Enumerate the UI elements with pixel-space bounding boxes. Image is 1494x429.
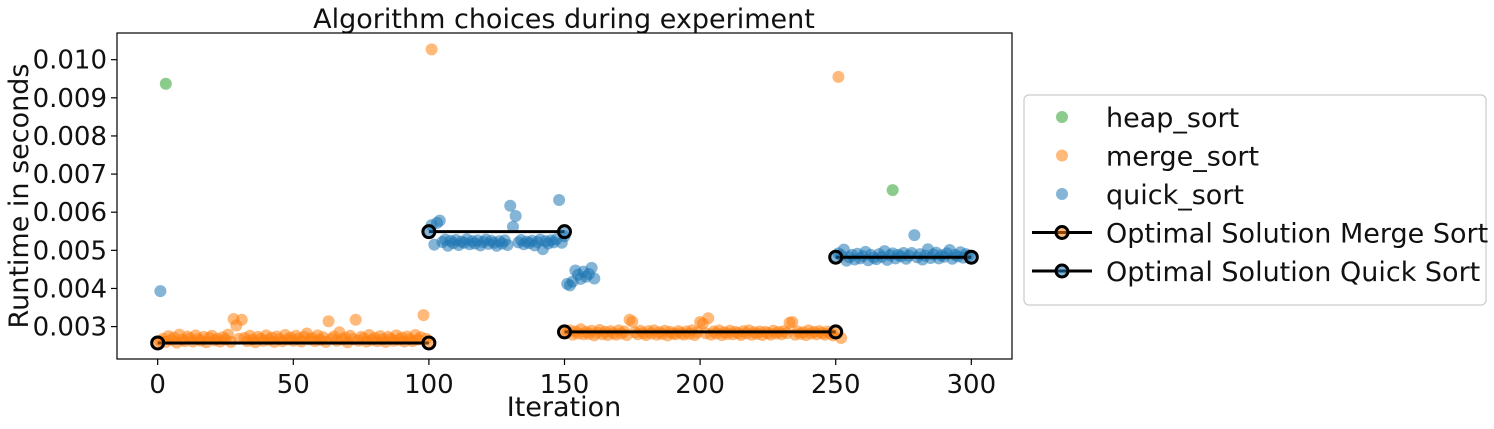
data-point-merge-sort [702, 312, 715, 325]
plot-area: 0 50 100 150 200 250 300 0.0030.0040.0050.0060… [33, 32, 1013, 400]
data-point-merge-sort [786, 316, 799, 329]
y-tick-label: 0.003 [33, 313, 107, 343]
optimal-endpoint-marker [828, 249, 844, 265]
optimal-endpoint-marker [557, 224, 572, 240]
data-point-quick-sort [588, 272, 601, 285]
x-tick-label: 0 [149, 370, 166, 400]
legend-marker [1054, 263, 1070, 279]
optimal-endpoint-marker [557, 324, 572, 340]
data-point-quick-sort [509, 210, 522, 223]
series-optimal-solution-merge-sort [150, 324, 844, 351]
y-axis-label: Runtime in seconds [4, 64, 35, 329]
optimal-endpoint-marker [150, 335, 166, 351]
series-optimal-solution-quick-sort [421, 224, 979, 265]
data-point-heap-sort [159, 77, 172, 90]
plot-frame [116, 32, 1013, 360]
chart-title: Algorithm choices during experiment [313, 4, 815, 35]
data-point-quick-sort [433, 214, 446, 227]
x-tick-label: 300 [946, 370, 996, 400]
y-tick-label: 0.008 [33, 122, 107, 152]
optimal-endpoint-marker [421, 335, 437, 351]
data-point-quick-sort [553, 194, 566, 207]
data-point-heap-sort [886, 184, 899, 197]
legend-box [1023, 94, 1487, 306]
y-tick-label: 0.005 [33, 236, 107, 266]
x-tick-label: 150 [540, 370, 590, 400]
legend-marker [1054, 225, 1070, 240]
data-point-quick-sort [908, 229, 921, 242]
legend-marker-merge-sort [1056, 149, 1068, 162]
data-point-merge-sort [417, 309, 430, 322]
x-tick-label: 50 [277, 370, 310, 400]
x-tick-label: 200 [675, 370, 725, 400]
y-tick-label: 0.004 [33, 274, 107, 304]
data-point-merge-sort [349, 313, 362, 326]
optimal-endpoint-marker [421, 224, 437, 240]
legend-label: merge_sort [1106, 142, 1259, 173]
y-tick-label: 0.006 [33, 198, 107, 228]
y-tick-label: 0.009 [33, 84, 107, 114]
series-layer [150, 43, 979, 351]
data-point-merge-sort [832, 70, 845, 83]
x-axis-label: Iteration [507, 392, 622, 423]
x-tick-label: 100 [404, 370, 454, 400]
data-point-quick-sort [501, 238, 514, 251]
optimal-endpoint-marker [828, 324, 844, 340]
legend-label: heap_sort [1106, 103, 1239, 134]
optimal-endpoint-marker [963, 249, 979, 265]
legend-label: Optimal Solution Merge Sort [1106, 219, 1488, 250]
legend-label: quick_sort [1106, 180, 1244, 211]
legend-marker-quick-sort [1056, 188, 1068, 200]
data-point-quick-sort [504, 199, 517, 212]
data-point-merge-sort [626, 315, 639, 328]
y-tick-label: 0.007 [33, 160, 107, 190]
y-axis: 0.003 0.004 0.005 0.006 0.007 0.008 0.009 0.010 [33, 46, 117, 343]
legend-marker-heap-sort [1056, 111, 1068, 123]
data-point-quick-sort [154, 285, 167, 298]
x-axis: 0 50 100 150 200 250 300 [149, 359, 996, 400]
legend-label: Optimal Solution Quick Sort [1106, 257, 1480, 288]
legend: heap_sort merge_sort quick_sort Optimal Sol… [1023, 94, 1488, 306]
x-tick-label: 250 [811, 370, 861, 400]
data-point-merge-sort [322, 315, 335, 328]
data-point-merge-sort [235, 313, 248, 326]
data-point-quick-sort [506, 220, 519, 233]
data-point-quick-sort [585, 261, 598, 274]
y-tick-label: 0.010 [33, 46, 107, 76]
series-heap-sort [159, 77, 899, 197]
data-point-merge-sort [425, 43, 438, 56]
